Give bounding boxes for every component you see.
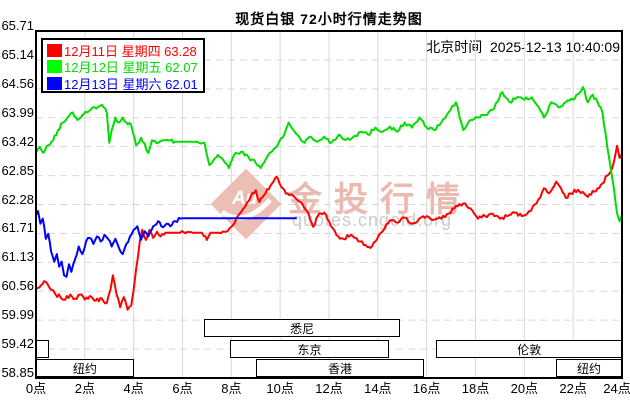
legend-row: 12月13日 星期六 62.01 — [47, 75, 203, 92]
session-box-悉尼: 悉尼 — [204, 319, 400, 337]
y-tick-label: 65.71 — [1, 18, 34, 33]
y-tick-label: 64.56 — [1, 75, 34, 91]
y-tick-label: 61.13 — [1, 249, 34, 265]
legend-swatch — [47, 43, 62, 57]
session-box-纽约: 纽约 — [556, 359, 622, 377]
x-tick-label: 22点 — [559, 381, 587, 396]
x-tick-label: 10点 — [266, 381, 294, 396]
y-tick-label: 65.14 — [1, 46, 34, 62]
y-tick-label: 63.42 — [1, 133, 34, 149]
session-box-香港: 香港 — [255, 359, 425, 377]
x-tick-label: 2点 — [74, 381, 95, 396]
legend-label: 12月12日 星期五 62.07 — [64, 60, 198, 76]
legend-swatch — [47, 76, 62, 90]
x-tick-label: 14点 — [364, 381, 392, 396]
price-line-12月11日 星期四 — [35, 144, 623, 311]
legend-swatch — [47, 60, 62, 74]
page-title: 现货白银 72小时行情走势图 — [235, 11, 423, 27]
x-tick-label: 24点 — [603, 381, 630, 396]
y-tick-label: 59.42 — [1, 336, 34, 352]
beijing-time: 北京时间 2025-12-13 10:40:09 — [426, 37, 620, 57]
y-tick-label: 62.85 — [1, 162, 34, 178]
legend-row: 12月11日 星期四 63.28 — [47, 42, 203, 59]
x-tick-label: 0点 — [25, 381, 47, 396]
x-tick-label: 12点 — [315, 381, 343, 396]
session-box — [36, 340, 50, 358]
legend-row: 12月12日 星期五 62.07 — [47, 59, 203, 76]
x-tick-label: 18点 — [461, 381, 490, 396]
session-box-纽约: 纽约 — [36, 359, 134, 377]
y-tick-label: 60.56 — [1, 278, 34, 294]
y-tick-label: 59.99 — [1, 307, 34, 323]
legend-label: 12月11日 星期四 63.28 — [64, 43, 197, 59]
beijing-time-label: 北京时间 — [426, 39, 483, 55]
x-tick-label: 8点 — [221, 381, 242, 396]
legend: 12月11日 星期四 63.28 12月12日 星期五 62.07 12月13日 星… — [41, 38, 205, 93]
x-tick-label: 20点 — [510, 381, 539, 396]
session-box-东京: 东京 — [230, 340, 389, 358]
x-tick-label: 4点 — [123, 381, 144, 396]
x-tick-label: 16点 — [412, 381, 441, 396]
x-tick-label: 6点 — [172, 381, 193, 396]
price-line-12月13日 星期六 — [35, 210, 297, 278]
price-line-12月12日 星期五 — [35, 86, 623, 223]
y-tick-label: 63.99 — [1, 104, 34, 120]
y-tick-label: 62.28 — [1, 191, 34, 207]
y-tick-label: 58.85 — [1, 365, 34, 380]
legend-label: 12月13日 星期六 62.01 — [64, 76, 198, 92]
session-box-伦敦: 伦敦 — [436, 340, 622, 358]
y-tick-label: 61.71 — [1, 220, 34, 236]
beijing-time-value: 2025-12-13 10:40:09 — [490, 39, 620, 55]
